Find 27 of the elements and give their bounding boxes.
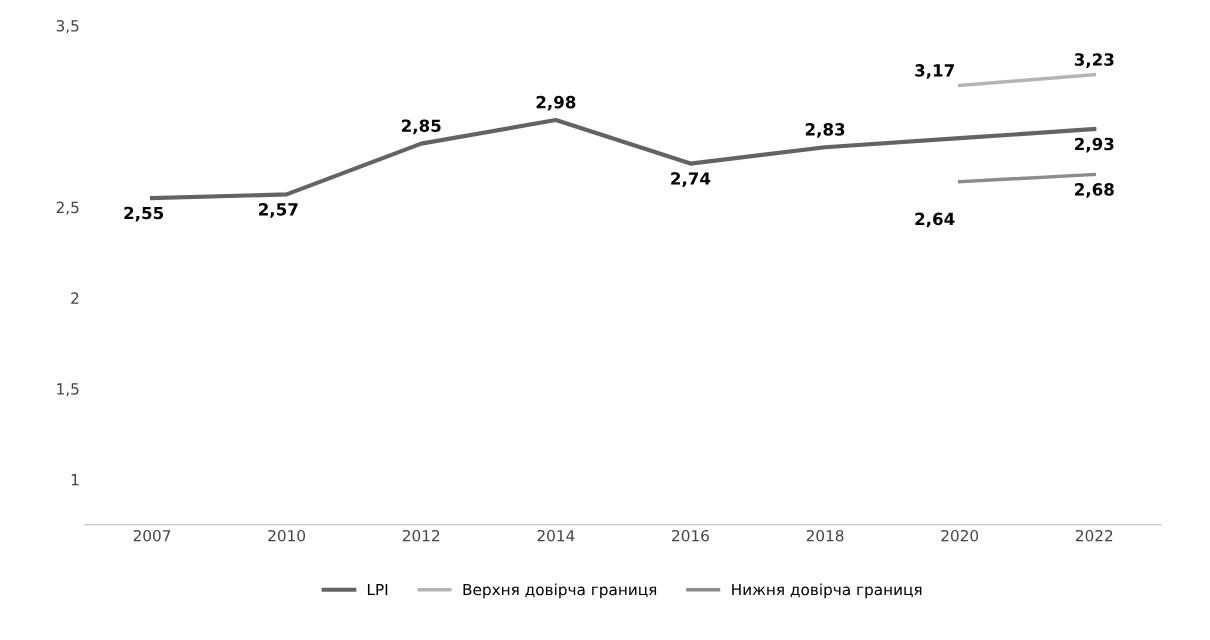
data-label: 2,68 xyxy=(1075,183,1114,198)
x-tick-label: 2016 xyxy=(672,529,709,542)
data-label: 2,64 xyxy=(915,212,955,228)
x-tick-label: 2018 xyxy=(806,529,844,542)
data-label: 2,57 xyxy=(259,203,298,218)
x-tick-label: 2012 xyxy=(402,529,440,542)
x-tick-label: 2010 xyxy=(268,529,306,542)
data-label: 3,23 xyxy=(1074,53,1114,68)
data-label: 2,83 xyxy=(805,123,845,138)
x-tick-label: 2020 xyxy=(941,529,979,542)
x-tick-label: 2007 xyxy=(133,529,171,542)
legend-label: Нижня довірча границя xyxy=(732,583,922,599)
y-tick-label: 1 xyxy=(71,474,79,486)
y-tick-label: 1,5 xyxy=(57,383,79,397)
x-tick-label: 2014 xyxy=(537,529,575,542)
x-tick-label: 2022 xyxy=(1075,529,1113,542)
data-label: 2,55 xyxy=(124,206,164,222)
data-label: 2,98 xyxy=(536,95,576,111)
data-label: 2,85 xyxy=(401,119,441,135)
legend-label: LPI xyxy=(367,583,388,596)
y-tick-label: 2 xyxy=(71,292,79,304)
data-label: 2,93 xyxy=(1075,137,1114,153)
y-tick-label: 2,5 xyxy=(56,201,79,215)
legend-label: Верхня довірча границя xyxy=(463,583,657,599)
y-tick-label: 3,5 xyxy=(56,20,79,34)
data-label: 2,74 xyxy=(671,172,711,187)
data-label: 3,17 xyxy=(915,64,954,79)
